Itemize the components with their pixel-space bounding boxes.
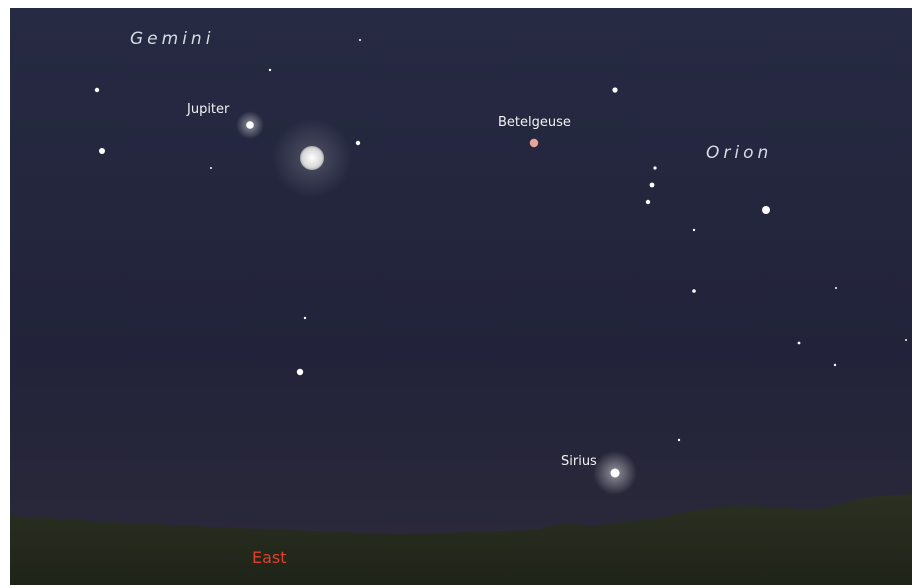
- star: [646, 200, 650, 204]
- sirius: [611, 469, 620, 478]
- star: [650, 183, 655, 188]
- star: [692, 289, 696, 293]
- star: [95, 88, 99, 92]
- star: [356, 141, 360, 145]
- object-label: Sirius: [561, 454, 597, 469]
- jupiter: [246, 121, 254, 129]
- sky: [10, 8, 912, 585]
- betelgeuse: [530, 139, 538, 147]
- star: [210, 167, 212, 169]
- direction-label: East: [252, 548, 287, 567]
- star: [762, 206, 770, 214]
- star: [612, 87, 617, 92]
- star: [678, 439, 680, 441]
- star: [269, 69, 271, 71]
- object-label: Betelgeuse: [498, 115, 571, 130]
- star: [359, 39, 361, 41]
- constellation-label: Orion: [706, 143, 772, 163]
- page: Gemini Orion Jupiter Betelgeuse Sirius E…: [0, 0, 915, 588]
- moon: [300, 146, 324, 170]
- sky-view: Gemini Orion Jupiter Betelgeuse Sirius E…: [0, 0, 915, 588]
- star: [834, 364, 836, 366]
- star: [99, 148, 105, 154]
- star: [693, 229, 695, 231]
- object-label: Jupiter: [186, 102, 230, 117]
- star: [297, 369, 303, 375]
- star: [835, 287, 837, 289]
- constellation-label: Gemini: [130, 29, 214, 49]
- star: [304, 317, 306, 319]
- star: [653, 166, 656, 169]
- star: [905, 339, 907, 341]
- star: [798, 342, 801, 345]
